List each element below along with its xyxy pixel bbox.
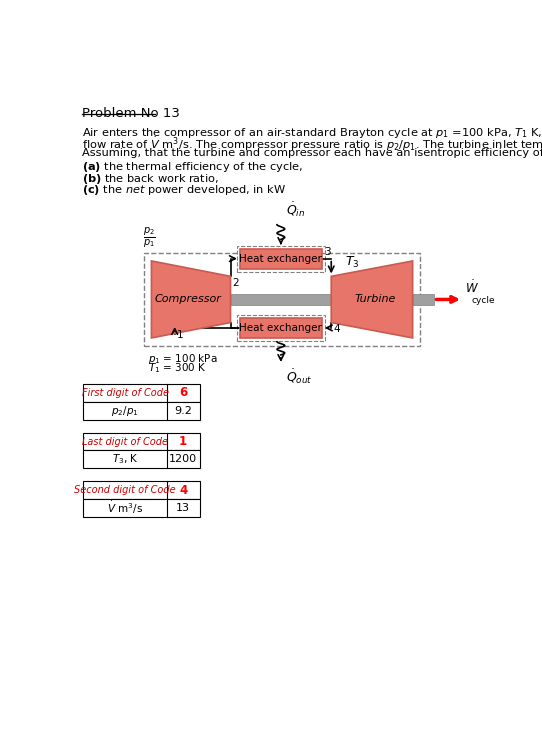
- Text: Assuming, that the turbine and compressor each have an isentropic efficiency of : Assuming, that the turbine and compresso…: [82, 148, 542, 158]
- Text: 4: 4: [179, 484, 188, 496]
- Text: 1: 1: [179, 435, 188, 448]
- Bar: [412, 294, 434, 304]
- Text: Last digit of Code: Last digit of Code: [82, 436, 168, 446]
- Bar: [83, 499, 199, 517]
- Text: Compressor: Compressor: [154, 295, 221, 304]
- Text: cycle: cycle: [472, 296, 495, 305]
- Text: $\mathbf{(a)}$ the thermal efficiency of the cycle,: $\mathbf{(a)}$ the thermal efficiency of…: [82, 160, 303, 175]
- Text: Heat exchanger: Heat exchanger: [240, 254, 322, 264]
- Bar: [230, 294, 331, 304]
- Bar: [83, 402, 199, 419]
- Text: Air enters the compressor of an air-standard Brayton cycle at $p_1$ =100 kPa, $T: Air enters the compressor of an air-stan…: [82, 126, 542, 140]
- Text: Turbine: Turbine: [354, 295, 396, 304]
- Text: $p_2$/$p_1$: $p_2$/$p_1$: [111, 404, 139, 418]
- Bar: [237, 315, 325, 341]
- Text: $\dot{Q}_{in}$: $\dot{Q}_{in}$: [286, 201, 305, 219]
- Polygon shape: [331, 261, 412, 338]
- Text: $\frac{p_2}{p_1}$: $\frac{p_2}{p_1}$: [144, 226, 156, 251]
- Text: First digit of Code: First digit of Code: [82, 388, 169, 398]
- Text: Heat exchanger: Heat exchanger: [240, 323, 322, 333]
- Text: 6: 6: [179, 386, 188, 400]
- Text: $T_3$: $T_3$: [345, 255, 360, 270]
- Text: 1200: 1200: [169, 454, 197, 464]
- Text: $p_1$ = 100 kPa: $p_1$ = 100 kPa: [147, 352, 217, 366]
- Text: Second digit of Code: Second digit of Code: [74, 485, 176, 495]
- Text: $T_1$ = 300 K: $T_1$ = 300 K: [147, 361, 206, 375]
- Bar: [237, 245, 325, 272]
- Text: 13: 13: [176, 503, 190, 513]
- Text: $T_3$, K: $T_3$, K: [112, 452, 139, 466]
- Text: $\mathbf{(b)}$ the back work ratio,: $\mathbf{(b)}$ the back work ratio,: [82, 172, 218, 185]
- Bar: [83, 450, 199, 468]
- Text: $\dot{V}$ m$^3$/s: $\dot{V}$ m$^3$/s: [107, 500, 143, 516]
- Text: 4: 4: [333, 324, 340, 334]
- Text: Problem No 13: Problem No 13: [82, 107, 179, 120]
- Text: $\dot{W}$: $\dot{W}$: [466, 279, 479, 296]
- Bar: [144, 254, 421, 346]
- Polygon shape: [151, 261, 230, 338]
- Text: $\dot{Q}_{out}$: $\dot{Q}_{out}$: [286, 368, 312, 386]
- Bar: [83, 482, 199, 499]
- Text: 1: 1: [177, 330, 184, 340]
- Text: 9.2: 9.2: [175, 406, 192, 416]
- Text: 2: 2: [232, 278, 238, 288]
- Bar: [83, 384, 199, 402]
- Text: $\mathbf{(c)}$ the $\it{net}$ power developed, in kW: $\mathbf{(c)}$ the $\it{net}$ power deve…: [82, 183, 286, 196]
- Text: flow rate of $\dot{V}$ m$^3$/s. The compressor pressure ratio is $p_2$/$p_1$. Th: flow rate of $\dot{V}$ m$^3$/s. The comp…: [82, 136, 542, 153]
- Text: 3: 3: [324, 247, 331, 257]
- Bar: [240, 318, 322, 338]
- Bar: [240, 248, 322, 268]
- Bar: [83, 433, 199, 450]
